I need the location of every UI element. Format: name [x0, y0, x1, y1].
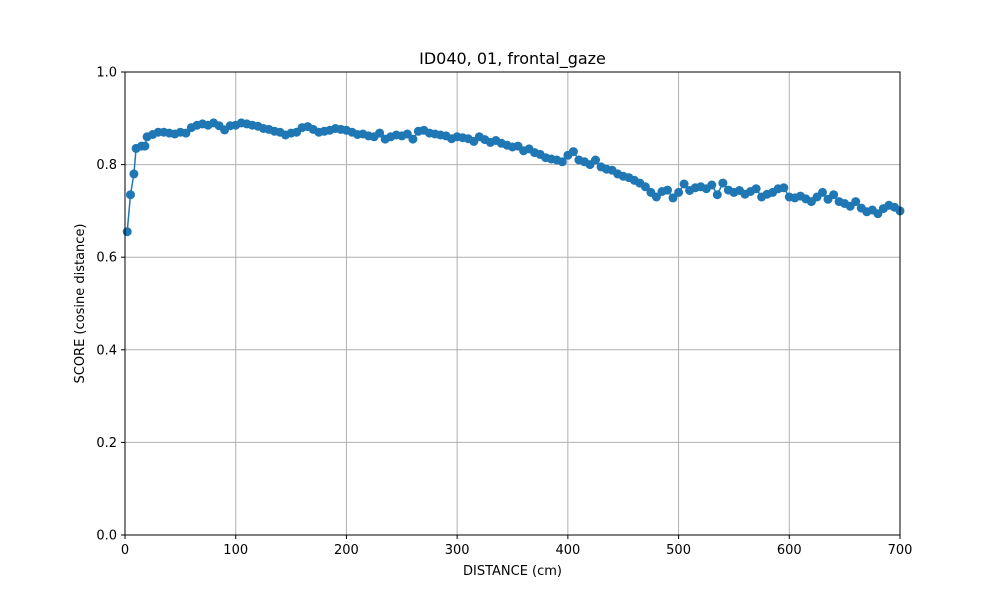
data-point	[818, 187, 827, 197]
y-tick-label: 0.8	[96, 158, 117, 173]
x-tick-label: 500	[666, 543, 691, 558]
y-tick-label: 0.2	[96, 436, 117, 451]
data-point	[674, 187, 684, 197]
data-point	[679, 179, 689, 189]
data-point	[663, 185, 672, 195]
x-tick-label: 300	[445, 543, 470, 558]
x-tick-label: 400	[555, 543, 580, 558]
data-point	[591, 155, 600, 165]
x-tick-label: 700	[888, 543, 913, 558]
data-point	[126, 190, 135, 200]
y-axis-label: SCORE (cosine distance)	[73, 223, 88, 383]
x-tick-label: 200	[334, 543, 359, 558]
x-axis-ticks: 0 100 200 300 400 500 600 700	[121, 535, 913, 558]
data-point	[779, 183, 789, 193]
data-point	[718, 178, 728, 188]
plot-area	[125, 72, 900, 535]
data-point	[129, 169, 139, 179]
y-tick-label: 0.0	[96, 529, 117, 544]
data-series	[122, 118, 905, 237]
data-point	[568, 147, 578, 157]
x-tick-label: 0	[121, 543, 129, 558]
data-point	[651, 192, 661, 202]
data-point	[829, 190, 839, 200]
data-point	[712, 190, 722, 200]
data-point	[122, 227, 132, 237]
y-axis-ticks: 0.0 0.2 0.4 0.6 0.8 1.0	[96, 66, 125, 544]
plot-frame	[124, 71, 901, 536]
x-tick-label: 600	[777, 543, 802, 558]
data-point	[707, 180, 717, 190]
y-tick-label: 1.0	[96, 66, 117, 81]
data-point	[557, 157, 567, 167]
y-tick-label: 0.6	[96, 251, 117, 266]
data-point	[140, 141, 150, 151]
data-point	[375, 128, 385, 138]
data-point	[181, 128, 191, 138]
data-point	[668, 193, 678, 203]
data-point	[408, 134, 418, 144]
data-point	[640, 182, 650, 192]
x-tick-label: 100	[223, 543, 248, 558]
x-axis-label: DISTANCE (cm)	[463, 564, 562, 579]
data-point	[751, 184, 761, 194]
chart-title: ID040, 01, frontal_gaze	[419, 49, 606, 69]
y-tick-label: 0.4	[96, 343, 117, 358]
data-point	[851, 197, 861, 207]
